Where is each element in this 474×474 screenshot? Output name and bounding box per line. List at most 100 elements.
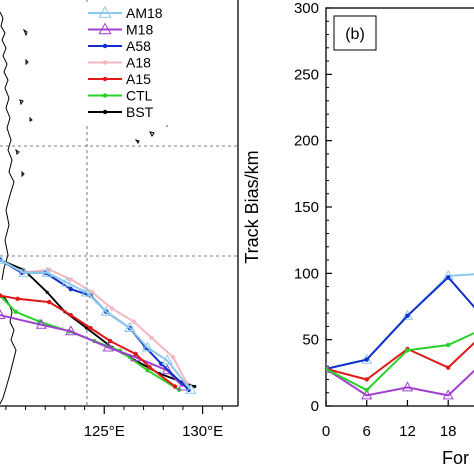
track-marker-a15 xyxy=(46,299,52,305)
y-tick-label: 0 xyxy=(311,398,319,415)
y-tick-label: 150 xyxy=(294,199,319,216)
legend-entry-ctl: CTL xyxy=(88,88,153,104)
track-marker-a18 xyxy=(109,306,115,311)
track-a15 xyxy=(0,293,178,389)
bias-line-m18 xyxy=(326,368,474,397)
track-marker-a15 xyxy=(147,364,152,370)
track-marker-a18 xyxy=(131,319,136,324)
legend-entry-a15: A15 xyxy=(88,71,151,87)
track-marker-a18 xyxy=(90,290,95,295)
track-marker-m18 xyxy=(102,341,114,352)
y-tick-label: 100 xyxy=(294,265,319,282)
bias-line-ctl xyxy=(326,332,474,392)
track-marker-a15 xyxy=(15,296,20,302)
track-line-a18 xyxy=(0,258,188,384)
legend-label: AM18 xyxy=(126,5,163,21)
coastline-mainland xyxy=(0,11,15,281)
legend-entry-bst: BST xyxy=(88,104,154,120)
track-line-a58 xyxy=(0,258,190,391)
legend-label: A58 xyxy=(126,38,151,54)
legend-label: A15 xyxy=(126,71,151,87)
track-marker-a15 xyxy=(68,312,74,318)
track-marker-a58 xyxy=(68,286,74,292)
x-tick-label: 130°E xyxy=(182,423,223,440)
track-marker-am18 xyxy=(141,341,154,352)
x-tick-label: 0 xyxy=(322,423,330,440)
bias-marker-a58 xyxy=(446,275,451,280)
track-marker-am18 xyxy=(18,266,30,277)
legend-label: BST xyxy=(126,104,154,120)
track-marker-am18 xyxy=(41,266,53,277)
track-marker-m18 xyxy=(35,318,47,329)
y-tick-label: 250 xyxy=(294,66,319,83)
y-tick-label: 300 xyxy=(294,0,319,17)
legend-swatch-marker xyxy=(102,93,108,98)
track-marker-bst xyxy=(84,326,89,330)
bias-marker-ctl xyxy=(364,387,369,393)
track-marker-ctl xyxy=(13,309,18,315)
legend-swatch-marker xyxy=(102,76,108,82)
track-line-a15 xyxy=(0,294,176,388)
track-line-ctl xyxy=(0,294,180,391)
bias-series-a15 xyxy=(326,341,474,382)
track-a58 xyxy=(0,257,192,392)
bias-marker-am18 xyxy=(401,309,414,320)
bias-marker-ctl xyxy=(446,342,451,348)
track-marker-am18 xyxy=(61,276,73,287)
bias-marker-m18 xyxy=(401,381,414,392)
legend-swatch-marker xyxy=(98,22,112,35)
track-marker-a15 xyxy=(0,293,3,298)
legend-entry-am18: AM18 xyxy=(88,5,163,21)
bias-marker-ctl xyxy=(326,366,329,372)
bias-series-m18 xyxy=(326,362,474,400)
axis-ticks-panel-b: 0 50 100 150 200 250 300 0 6 12 18 xyxy=(294,0,457,440)
track-marker-a15 xyxy=(133,351,138,357)
track-marker-ctl xyxy=(145,368,150,373)
y-tick-label: 50 xyxy=(302,332,319,349)
track-marker-bst xyxy=(193,384,197,389)
track-series xyxy=(0,253,197,394)
legend-label: A18 xyxy=(126,55,151,71)
y-tick-label: 200 xyxy=(294,133,319,150)
x-tick-label: 12 xyxy=(399,423,416,440)
legend-label: M18 xyxy=(126,22,153,38)
bias-series-a58 xyxy=(326,275,474,372)
bias-series-ctl xyxy=(326,332,474,393)
track-marker-am18 xyxy=(161,354,173,365)
legend-background xyxy=(84,2,236,126)
bias-marker-m18 xyxy=(442,389,454,400)
bias-marker-a58 xyxy=(405,313,410,318)
legend-swatch-marker xyxy=(102,43,108,49)
track-marker-m18 xyxy=(0,309,6,320)
bias-marker-am18 xyxy=(361,353,373,364)
y-axis-title: Track Bias/km xyxy=(242,150,262,263)
legend-swatch-marker xyxy=(102,60,108,65)
track-marker-m18 xyxy=(161,364,173,375)
track-marker-a15 xyxy=(107,338,113,344)
x-axis-title: For xyxy=(442,448,469,468)
track-marker-am18 xyxy=(0,253,6,264)
x-tick-label: 18 xyxy=(440,423,457,440)
track-marker-am18 xyxy=(100,305,112,316)
x-axis-ticks-panel-a: 125°E 130°E xyxy=(5,406,223,440)
legend-swatch-marker xyxy=(98,5,112,18)
legend-entry-a18: A18 xyxy=(88,55,151,71)
track-marker-a18 xyxy=(68,277,74,282)
bias-marker-m18 xyxy=(361,389,373,400)
track-marker-am18 xyxy=(124,322,136,333)
track-marker-a15 xyxy=(88,325,93,331)
track-marker-m18 xyxy=(65,325,77,336)
track-marker-a15 xyxy=(172,384,178,389)
track-am18 xyxy=(0,253,197,394)
track-ctl xyxy=(0,293,182,392)
bias-marker-a58 xyxy=(364,357,369,362)
track-marker-a18 xyxy=(149,335,154,340)
bias-marker-m18 xyxy=(326,362,332,373)
panel-b-track-bias: 0 50 100 150 200 250 300 0 6 12 18 (b) Track Bias/… xyxy=(242,0,474,468)
track-line-am18 xyxy=(0,258,192,391)
bias-series xyxy=(326,269,474,400)
legend-entry-a58: A58 xyxy=(88,38,151,54)
